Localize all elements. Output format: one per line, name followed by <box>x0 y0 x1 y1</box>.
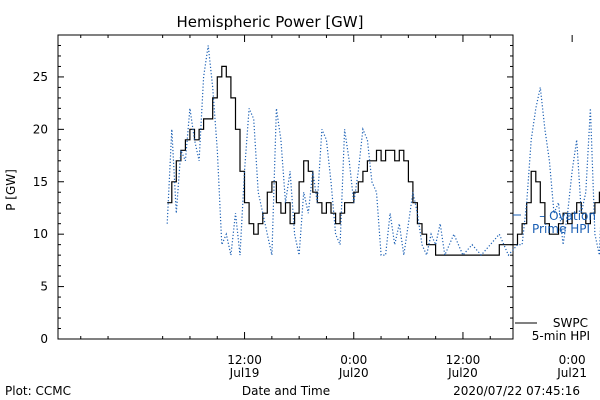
y-tick-label: 25 <box>33 70 48 84</box>
x-tick-time-label: 12:00 <box>446 353 481 367</box>
y-tick-label: 0 <box>40 332 48 346</box>
x-tick-date-label: Jul20 <box>447 366 478 380</box>
x-tick-time-label: 0:00 <box>340 353 367 367</box>
legend-ovation: – Ovation Prime HPI <box>532 209 596 236</box>
y-axis-ticks: 0 5 10 15 20 25 <box>33 34 513 346</box>
series-line-ovation <box>166 45 600 258</box>
x-tick-date-label: Jul19 <box>229 366 260 380</box>
x-tick-time-label: 12:00 <box>227 353 262 367</box>
y-tick-label: 5 <box>40 280 48 294</box>
y-tick-label: 15 <box>33 175 48 189</box>
x-axis-label: Date and Time <box>242 384 330 398</box>
x-tick-date-label: Jul21 <box>556 366 587 380</box>
plot-timestamp: 2020/07/22 07:45:16 <box>453 384 580 398</box>
x-tick-time-label: 0:00 <box>559 353 586 367</box>
y-tick-label: 10 <box>33 227 48 241</box>
legend-swpc: SWPC 5-min HPI <box>515 316 590 343</box>
y-tick-label: 20 <box>33 122 48 136</box>
chart-title: Hemispheric Power [GW] <box>177 13 364 31</box>
legend-swpc-line2: 5-min HPI <box>532 329 590 343</box>
y-axis-label: P [GW] <box>4 169 18 211</box>
x-axis-ticks: 12:00Jul190:00Jul2012:00Jul200:00Jul2112… <box>80 35 587 380</box>
plot-credit: Plot: CCMC <box>5 384 71 398</box>
series-line-swpc <box>167 65 600 256</box>
series-layer <box>166 45 600 258</box>
plot-frame <box>57 34 514 340</box>
x-tick-date-label: Jul20 <box>338 366 369 380</box>
legend-ovation-line1: – Ovation <box>539 209 596 223</box>
legend-ovation-line2: Prime HPI <box>532 222 590 236</box>
legend-swpc-line1: SWPC <box>553 316 588 330</box>
